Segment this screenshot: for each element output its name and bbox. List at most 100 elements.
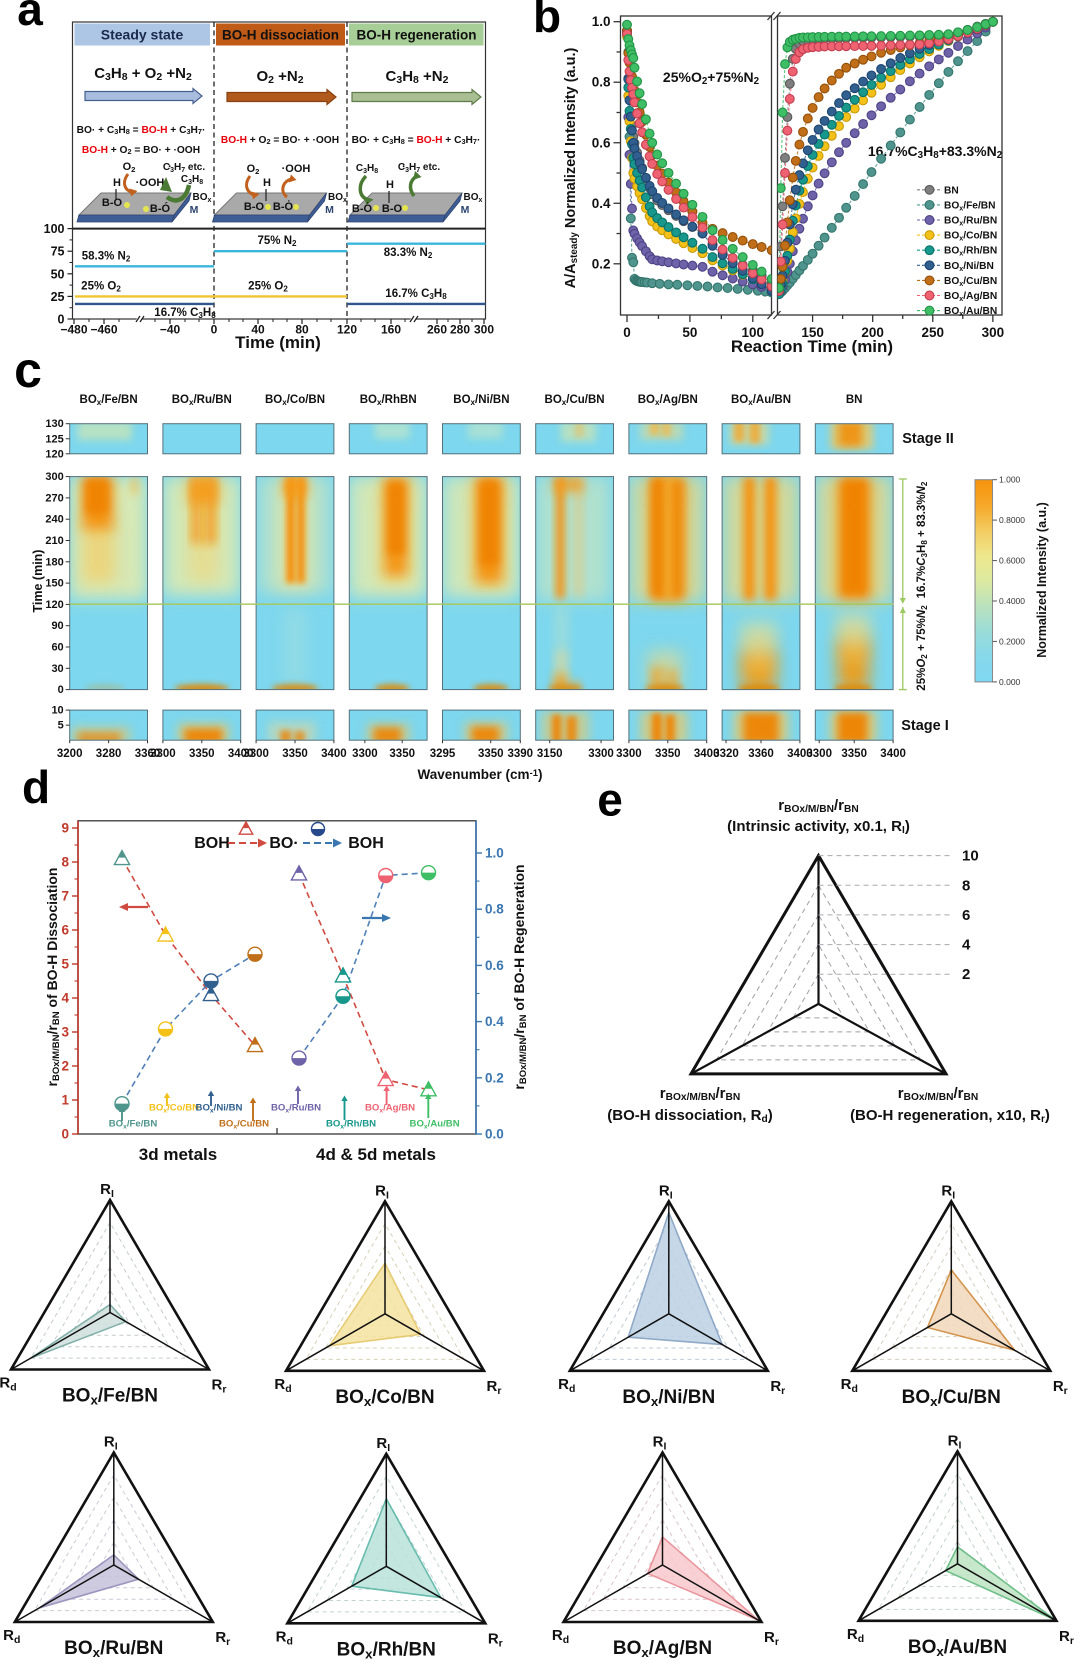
svg-text:Reaction Time (min): Reaction Time (min)	[731, 337, 893, 356]
svg-text:Steady state: Steady state	[101, 27, 184, 43]
svg-text:80: 80	[295, 323, 309, 337]
svg-text:B-O: B-O	[244, 201, 265, 213]
svg-text:1.0: 1.0	[592, 14, 611, 29]
svg-text:0.8000: 0.8000	[999, 515, 1025, 525]
svg-text:RI: RI	[375, 1182, 389, 1201]
svg-text:150: 150	[801, 325, 824, 340]
svg-text:3350: 3350	[389, 748, 415, 760]
svg-text:6: 6	[61, 923, 69, 938]
svg-text:BOx/Co/BN: BOx/Co/BN	[944, 231, 997, 243]
svg-text:M: M	[325, 204, 334, 216]
svg-text:(Intrinsic activity, x0.1, RI): (Intrinsic activity, x0.1, RI)	[727, 818, 910, 836]
svg-text:BO-H dissociation: BO-H dissociation	[222, 28, 339, 43]
svg-text:3360: 3360	[748, 748, 774, 760]
svg-text:BO· + C3H8 = BO-H + C3H7·: BO· + C3H8 = BO-H + C3H7·	[352, 135, 481, 146]
svg-text:BOx/Rh/BN: BOx/Rh/BN	[326, 1119, 376, 1131]
svg-text:4d & 5d metals: 4d & 5d metals	[316, 1145, 436, 1164]
svg-text:3300: 3300	[243, 748, 269, 760]
svg-text:RI: RI	[100, 1181, 114, 1200]
svg-text:Wavenumber (cm-1): Wavenumber (cm-1)	[418, 767, 543, 782]
svg-text:RI: RI	[941, 1182, 955, 1201]
svg-text:10: 10	[51, 705, 63, 717]
svg-text:3300: 3300	[616, 748, 642, 760]
svg-text:300: 300	[982, 325, 1005, 340]
svg-text:0: 0	[211, 323, 218, 337]
svg-text:BO· + C3H8 = BO-H + C3H7·: BO· + C3H8 = BO-H + C3H7·	[77, 125, 206, 136]
svg-text:120: 120	[45, 448, 63, 460]
svg-text:C3H8 + O2 +N2: C3H8 + O2 +N2	[94, 65, 192, 83]
svg-text:125: 125	[45, 433, 63, 445]
svg-text:B-O: B-O	[382, 203, 403, 215]
svg-text:rBOx/M/BN/rBN of BO-H Dissocia: rBOx/M/BN/rBN of BO-H Dissociation	[44, 868, 62, 1087]
svg-text:60: 60	[51, 642, 63, 654]
svg-text:0.8: 0.8	[592, 75, 611, 90]
svg-text:4: 4	[61, 991, 69, 1006]
svg-text:BOx/RhBN: BOx/RhBN	[360, 394, 417, 407]
svg-text:BOx/Fe/BN: BOx/Fe/BN	[944, 200, 996, 212]
svg-text:BOH: BOH	[194, 835, 230, 852]
svg-text:4: 4	[962, 937, 971, 954]
svg-text:RI: RI	[653, 1434, 667, 1453]
svg-text:O2: O2	[123, 161, 136, 174]
svg-text:3300: 3300	[150, 748, 176, 760]
svg-text:C3H7 etc.: C3H7 etc.	[163, 162, 206, 174]
svg-text:3: 3	[61, 1025, 69, 1040]
svg-text:BOx/Cu/BN: BOx/Cu/BN	[902, 1387, 1001, 1409]
svg-text:BO-H + O2 = BO· + ·OOH: BO-H + O2 = BO· + ·OOH	[221, 135, 339, 146]
svg-text:BOH: BOH	[348, 835, 384, 852]
svg-text:0.0: 0.0	[485, 1127, 504, 1142]
svg-text:16.7%C3H8+83.3%N2: 16.7%C3H8+83.3%N2	[868, 143, 1003, 161]
svg-text:150: 150	[45, 578, 63, 590]
svg-text:3400: 3400	[228, 748, 254, 760]
svg-text:3400: 3400	[694, 748, 720, 760]
svg-text:BO-H + O2 = BO· + ·OOH: BO-H + O2 = BO· + ·OOH	[82, 145, 200, 156]
svg-text:260: 260	[427, 323, 447, 337]
svg-text:3350: 3350	[655, 748, 681, 760]
svg-text:BOx/Ni/BN: BOx/Ni/BN	[622, 1387, 715, 1409]
svg-text:Stage I: Stage I	[901, 718, 949, 734]
svg-text:8: 8	[61, 855, 69, 870]
svg-text:M: M	[190, 204, 199, 216]
svg-text:BOx/Ag/BN: BOx/Ag/BN	[613, 1638, 712, 1660]
svg-text:3300: 3300	[806, 748, 832, 760]
svg-text:0: 0	[623, 325, 631, 340]
svg-text:16.7% C3H8: 16.7% C3H8	[154, 307, 216, 320]
svg-text:·OOH: ·OOH	[136, 177, 165, 189]
svg-text:200: 200	[861, 325, 884, 340]
svg-text:Stage II: Stage II	[902, 431, 954, 447]
svg-text:3300: 3300	[352, 748, 378, 760]
svg-text:1.0: 1.0	[485, 846, 504, 861]
svg-text:240: 240	[45, 514, 63, 526]
svg-text:M: M	[461, 204, 470, 216]
svg-text:9: 9	[61, 821, 69, 836]
svg-text:0.6: 0.6	[592, 135, 611, 150]
svg-text:210: 210	[45, 535, 63, 547]
svg-text:BOx/Ni/BN: BOx/Ni/BN	[453, 394, 509, 407]
svg-text:270: 270	[45, 492, 63, 504]
svg-text:0.6000: 0.6000	[999, 556, 1025, 566]
svg-text:100: 100	[742, 325, 765, 340]
svg-text:RI: RI	[376, 1435, 390, 1454]
svg-text:3300: 3300	[588, 748, 614, 760]
svg-text:BOx/Co/BN: BOx/Co/BN	[149, 1103, 199, 1115]
svg-text:3400: 3400	[880, 748, 906, 760]
svg-text:B-Ȯ: B-Ȯ	[273, 200, 294, 213]
svg-text:10: 10	[962, 848, 979, 865]
svg-text:0.2: 0.2	[592, 256, 611, 271]
svg-text:100: 100	[44, 222, 65, 236]
svg-text:b: b	[533, 0, 561, 42]
svg-text:160: 160	[381, 323, 401, 337]
svg-text:−460: −460	[90, 323, 117, 337]
svg-text:Time (min): Time (min)	[235, 333, 321, 352]
svg-text:120: 120	[45, 599, 63, 611]
svg-text:5: 5	[58, 720, 64, 732]
svg-text:58.3% N2: 58.3% N2	[82, 250, 131, 263]
svg-text:BO-H regeneration: BO-H regeneration	[356, 28, 476, 43]
svg-text:C3H8: C3H8	[356, 163, 378, 175]
svg-text:c: c	[14, 342, 42, 398]
svg-text:16.7%C3H8 + 83.3%N2: 16.7%C3H8 + 83.3%N2	[916, 481, 929, 598]
svg-text:300: 300	[474, 323, 494, 337]
svg-text:0.2000: 0.2000	[999, 636, 1025, 646]
svg-text:250: 250	[922, 325, 945, 340]
svg-text:B-Ó: B-Ó	[150, 202, 171, 215]
